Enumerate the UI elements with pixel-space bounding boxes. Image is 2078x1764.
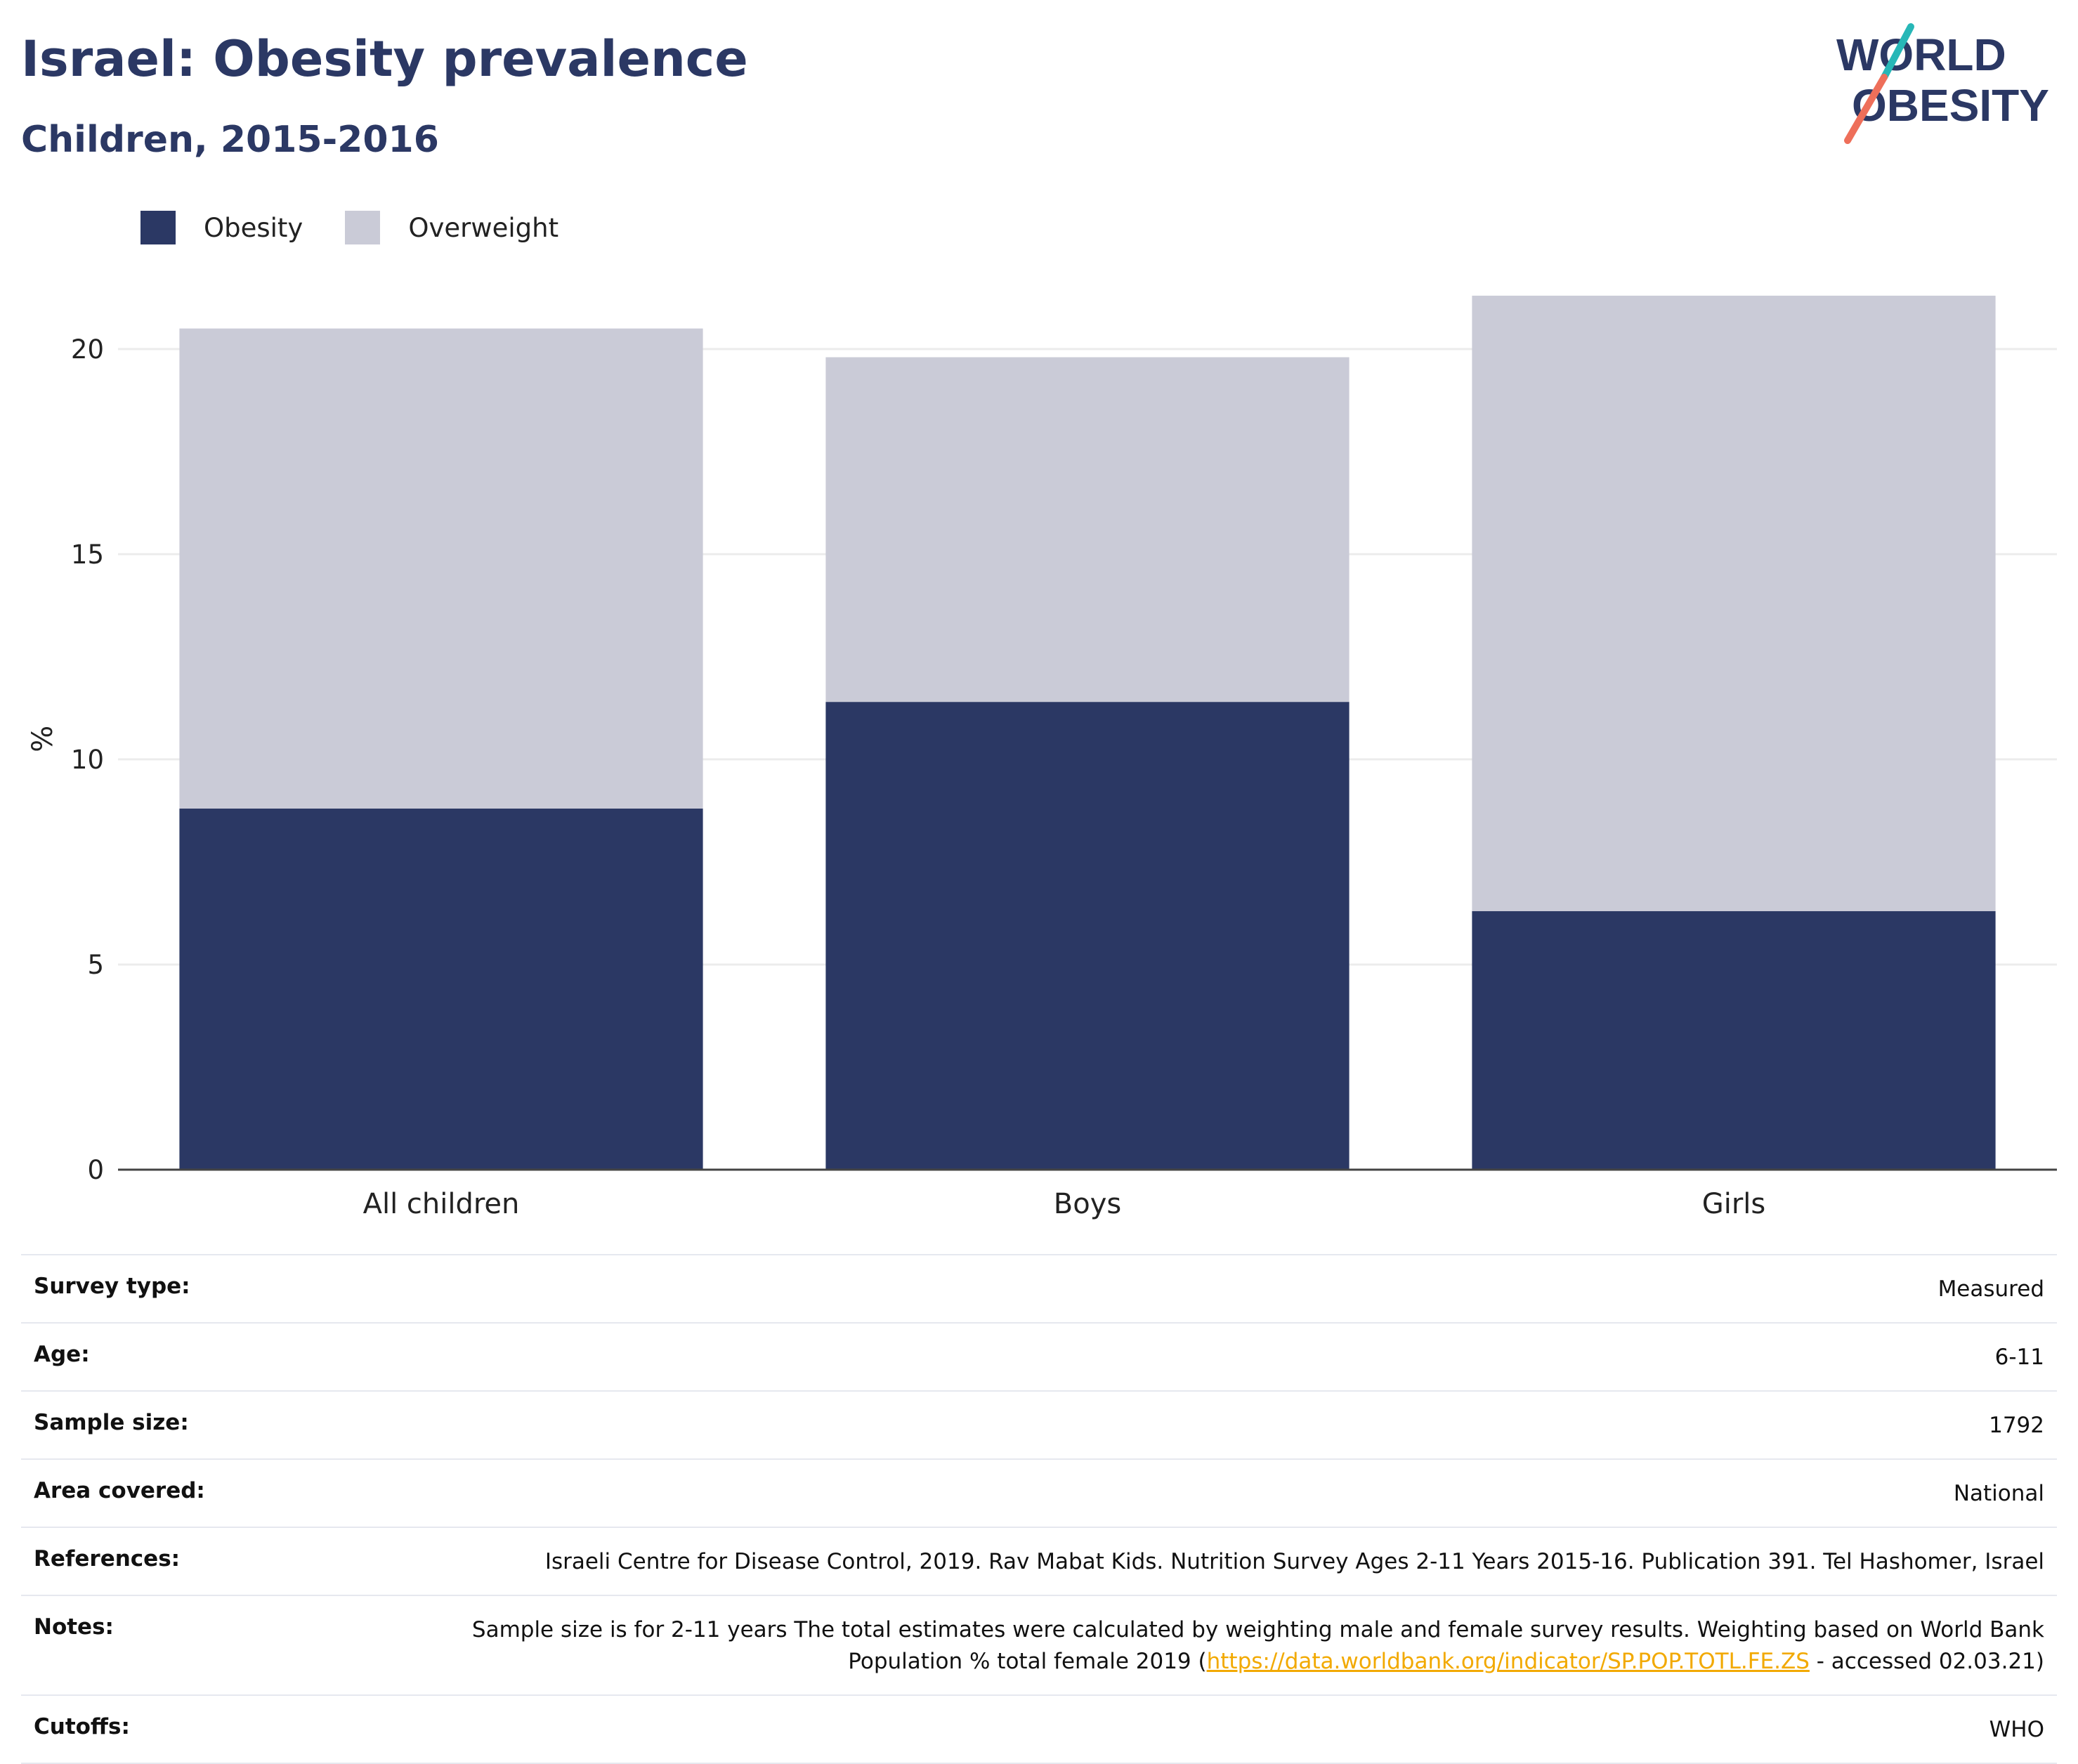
stacked-bar-chart: 0 5 10 15 20% All children Boys Girls (27, 295, 2057, 1220)
meta-label: Notes: (34, 1614, 114, 1640)
meta-label: References: (34, 1546, 181, 1572)
y-tick-label: 5 (87, 950, 104, 980)
x-tick-label: Girls (1702, 1188, 1766, 1220)
meta-row-survey-type: Survey type: Measured (21, 1254, 2057, 1322)
y-tick-label: 10 (71, 745, 104, 775)
y-tick-label: 0 (87, 1155, 104, 1185)
svg-text:WORLD: WORLD (1836, 30, 2006, 80)
chart-subtitle: Children, 2015-2016 (21, 119, 439, 161)
x-tick-label: Boys (1054, 1188, 1121, 1220)
bar-obesity-boys (825, 702, 1350, 1170)
meta-row-area-covered: Area covered: National (21, 1458, 2057, 1527)
meta-label: Cutoffs: (34, 1713, 130, 1739)
bar-overweight-girls (1472, 295, 1996, 912)
y-axis-label: % (27, 726, 59, 752)
meta-value: 6-11 (1994, 1344, 2044, 1370)
notes-text-post: - accessed 02.03.21) (1809, 1648, 2044, 1674)
meta-label: Survey type: (34, 1274, 190, 1299)
meta-row-cutoffs: Cutoffs: WHO (21, 1694, 2057, 1764)
legend-swatch-overweight (345, 211, 381, 244)
legend-label-obesity: Obesity (204, 212, 303, 243)
meta-value: National (1953, 1480, 2044, 1506)
chart-title: Israel: Obesity prevalence (21, 30, 748, 88)
svg-text:OBESITY: OBESITY (1852, 80, 2049, 131)
meta-label: Sample size: (34, 1409, 189, 1435)
chart-legend: Obesity Overweight (141, 209, 601, 246)
bar-overweight-boys (825, 357, 1350, 703)
legend-label-overweight: Overweight (408, 212, 559, 243)
bar-obesity-all-children (179, 809, 703, 1170)
meta-row-age: Age: 6-11 (21, 1321, 2057, 1390)
world-obesity-logo: WORLD OBESITY (1836, 23, 2049, 144)
y-tick-label: 20 (71, 334, 104, 365)
notes-text-pre: Sample size is for 2-11 years The total … (471, 1616, 2044, 1674)
meta-value: Measured (1937, 1276, 2044, 1302)
meta-label: Area covered: (34, 1477, 205, 1503)
legend-item-obesity[interactable]: Obesity (141, 211, 303, 244)
meta-row-notes: Notes: Sample size is for 2-11 years The… (21, 1594, 2057, 1694)
meta-value: WHO (1989, 1716, 2044, 1742)
worldbank-link[interactable]: https://data.worldbank.org/indicator/SP.… (1206, 1648, 1810, 1674)
bar-obesity-girls (1472, 911, 1996, 1170)
legend-swatch-obesity (141, 211, 176, 244)
x-tick-label: All children (363, 1188, 520, 1220)
legend-item-overweight[interactable]: Overweight (345, 211, 558, 244)
meta-value: Israeli Centre for Disease Control, 2019… (544, 1548, 2044, 1574)
meta-label: Age: (34, 1341, 90, 1367)
meta-value: 1792 (1989, 1412, 2044, 1438)
survey-details-table: Survey type: Measured Age: 6-11 Sample s… (21, 1254, 2057, 1764)
meta-row-sample-size: Sample size: 1792 (21, 1390, 2057, 1458)
y-tick-label: 15 (71, 540, 104, 570)
meta-value: Sample size is for 2-11 years The total … (429, 1614, 2044, 1678)
meta-row-references: References: Israeli Centre for Disease C… (21, 1526, 2057, 1595)
bar-overweight-all-children (179, 328, 703, 809)
